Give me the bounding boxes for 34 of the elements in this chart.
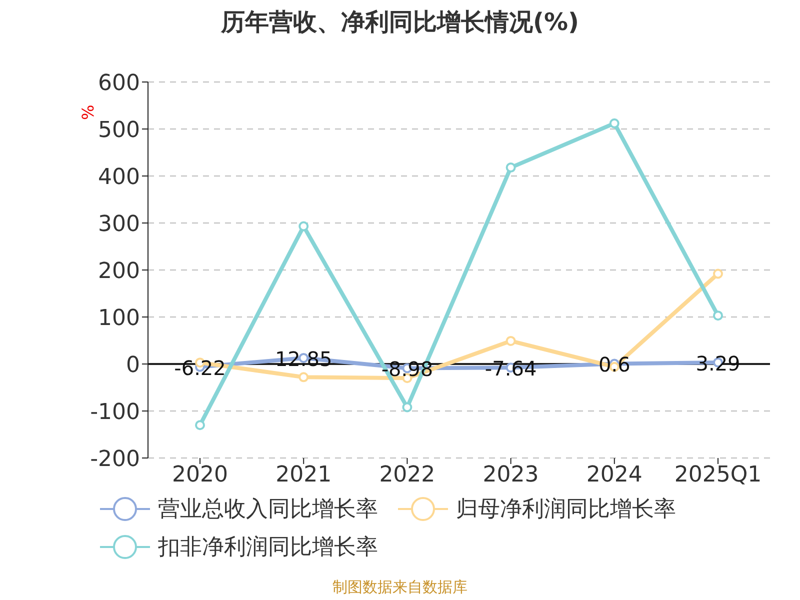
y-tick-label: 200: [98, 258, 140, 284]
y-tick-label: 600: [98, 70, 140, 96]
y-tick-label: -100: [90, 400, 140, 425]
y-tick-label: 300: [98, 212, 140, 237]
x-tick-label: 2023: [482, 462, 539, 488]
data-label: 12.85: [274, 346, 332, 371]
point: [609, 118, 620, 128]
chart-title: 历年营收、净利同比增长情况(%): [220, 7, 580, 38]
point: [506, 336, 516, 346]
y-tick-label: 500: [98, 118, 140, 143]
legend-label: 扣非净利润同比增长率: [158, 534, 378, 562]
data-label: -6.22: [174, 356, 226, 380]
y-tick-label: 100: [98, 306, 140, 331]
point: [195, 420, 205, 430]
point: [402, 402, 412, 412]
y-axis-title: %: [78, 104, 98, 120]
x-tick-label: 2020: [172, 462, 228, 488]
point: [298, 221, 309, 232]
y-tick-label: -200: [90, 446, 140, 472]
point: [713, 310, 723, 321]
point: [713, 268, 723, 279]
x-tick-label: 2022: [379, 462, 436, 488]
text: 制图数据来自数据库: [332, 578, 468, 597]
data-label: -8.98: [381, 357, 434, 382]
legend-label: 归母净利润同比增长率: [456, 496, 676, 524]
x-tick-label: 2025Q1: [674, 462, 762, 488]
x-tick-label: 2021: [276, 462, 332, 488]
point: [506, 162, 516, 173]
data-label: 0.6: [598, 352, 630, 377]
legend-label: 营业总收入同比增长率: [158, 496, 378, 524]
x-tick-label: 2024: [586, 462, 642, 488]
y-tick-label: 0: [126, 352, 140, 378]
point: [298, 372, 309, 382]
y-tick-label: 400: [98, 164, 140, 190]
